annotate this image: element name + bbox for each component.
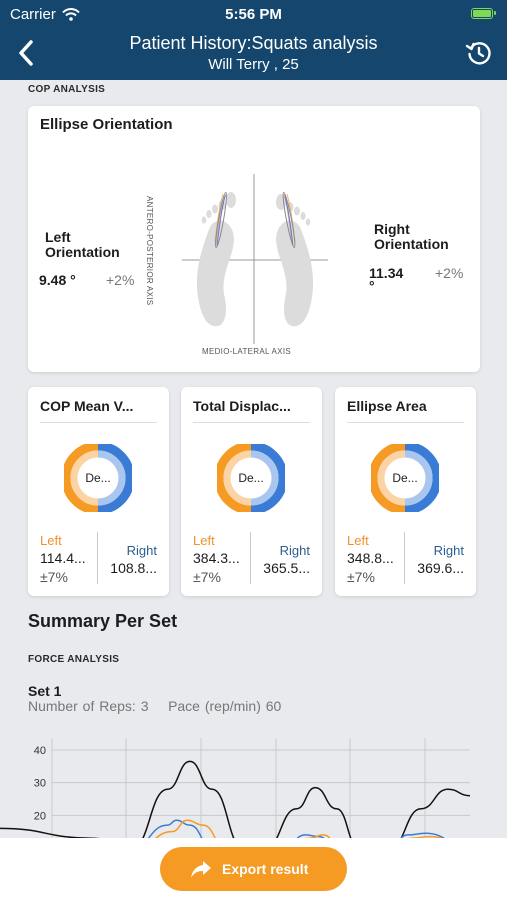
left-label: Left	[40, 533, 62, 548]
y-tick-label: 30	[34, 778, 46, 790]
carrier-group: Carrier	[10, 6, 80, 23]
right-label: Right	[126, 543, 157, 558]
y-tick-label: 40	[34, 745, 46, 757]
set-info: Number of Reps: 3 Pace (rep/min) 60	[28, 698, 281, 714]
right-cop-ellipse	[282, 192, 296, 248]
page-title: Patient History:Squats analysis	[129, 33, 378, 53]
ellipse-orientation-card: Ellipse Orientation Left Orientation 9.4…	[28, 106, 480, 372]
cop-analysis-label: COP ANALYSIS	[28, 84, 106, 95]
force-line-chart: 40 30 20	[0, 738, 471, 838]
left-change: ±7%	[40, 569, 68, 585]
series-line-2	[155, 819, 443, 838]
metric-title: Total Displac...	[193, 398, 291, 414]
metric-title: COP Mean V...	[40, 398, 134, 414]
donut-center-label: De...	[238, 471, 263, 485]
left-change: ±7%	[347, 569, 375, 585]
wifi-icon	[62, 8, 80, 21]
total-displacement-card[interactable]: Total Displac... De... Left 384.3... ±7%…	[181, 387, 322, 596]
export-result-label: Export result	[222, 861, 309, 877]
right-label: Right	[433, 543, 464, 558]
bottom-bar: Export result	[0, 838, 507, 900]
set-title: Set 1	[28, 683, 62, 699]
y-tick-label: 20	[34, 810, 46, 822]
summary-title: Summary Per Set	[28, 611, 178, 631]
reps-label: Number of Reps: 3	[28, 698, 149, 714]
left-orientation-label: Left Orientation	[45, 229, 120, 260]
left-value: 348.8...	[347, 550, 394, 566]
right-orientation-unit: °	[369, 278, 375, 294]
carrier-label: Carrier	[10, 6, 56, 23]
back-icon[interactable]	[14, 38, 38, 68]
ellipse-area-card[interactable]: Ellipse Area De... Left 348.8... ±7% Rig…	[335, 387, 476, 596]
history-icon[interactable]	[465, 39, 493, 67]
right-value: 365.5...	[263, 560, 310, 576]
force-analysis-label: FORCE ANALYSIS	[28, 654, 120, 665]
series-line-0	[0, 760, 471, 838]
right-value: 108.8...	[110, 560, 157, 576]
donut-chart: De...	[371, 444, 439, 512]
medio-lateral-axis-label: MEDIO-LATERAL AXIS	[202, 347, 291, 356]
pace-label: Pace (rep/min) 60	[168, 698, 282, 714]
cop-mean-velocity-card[interactable]: COP Mean V... De... Left 114.4... ±7% Ri…	[28, 387, 169, 596]
patient-subtitle: Will Terry , 25	[208, 56, 299, 73]
left-orientation-value: 9.48 °	[39, 272, 76, 288]
battery-icon	[471, 8, 496, 19]
right-foot-icon	[276, 194, 314, 327]
right-label: Right	[279, 543, 310, 558]
share-arrow-icon	[191, 861, 211, 878]
status-bar: Carrier 5:56 PM	[0, 0, 507, 28]
donut-chart: De...	[64, 444, 132, 512]
right-orientation-change: +2%	[435, 265, 464, 281]
left-change: ±7%	[193, 569, 221, 585]
metric-title: Ellipse Area	[347, 398, 427, 414]
series-line-1	[147, 819, 445, 838]
left-value: 114.4...	[40, 550, 86, 566]
left-label: Left	[193, 533, 215, 548]
right-orientation-label: Right Orientation	[374, 221, 449, 252]
status-time: 5:56 PM	[225, 6, 282, 23]
left-foot-icon	[196, 192, 236, 327]
left-value: 384.3...	[193, 550, 240, 566]
right-value: 369.6...	[417, 560, 464, 576]
ellipse-orientation-title: Ellipse Orientation	[40, 116, 173, 133]
foot-pressure-diagram	[182, 174, 328, 344]
nav-bar: Patient History:Squats analysis Will Ter…	[0, 28, 507, 80]
donut-chart: De...	[217, 444, 285, 512]
left-orientation-change: +2%	[106, 272, 135, 288]
export-result-button[interactable]: Export result	[160, 847, 347, 891]
donut-center-label: De...	[85, 471, 110, 485]
donut-center-label: De...	[392, 471, 417, 485]
antero-posterior-axis-label: ANTERO-POSTERIOR AXIS	[145, 196, 154, 306]
left-label: Left	[347, 533, 369, 548]
right-orientation-value: 11.34	[369, 265, 404, 281]
left-cop-ellipse	[214, 191, 227, 249]
